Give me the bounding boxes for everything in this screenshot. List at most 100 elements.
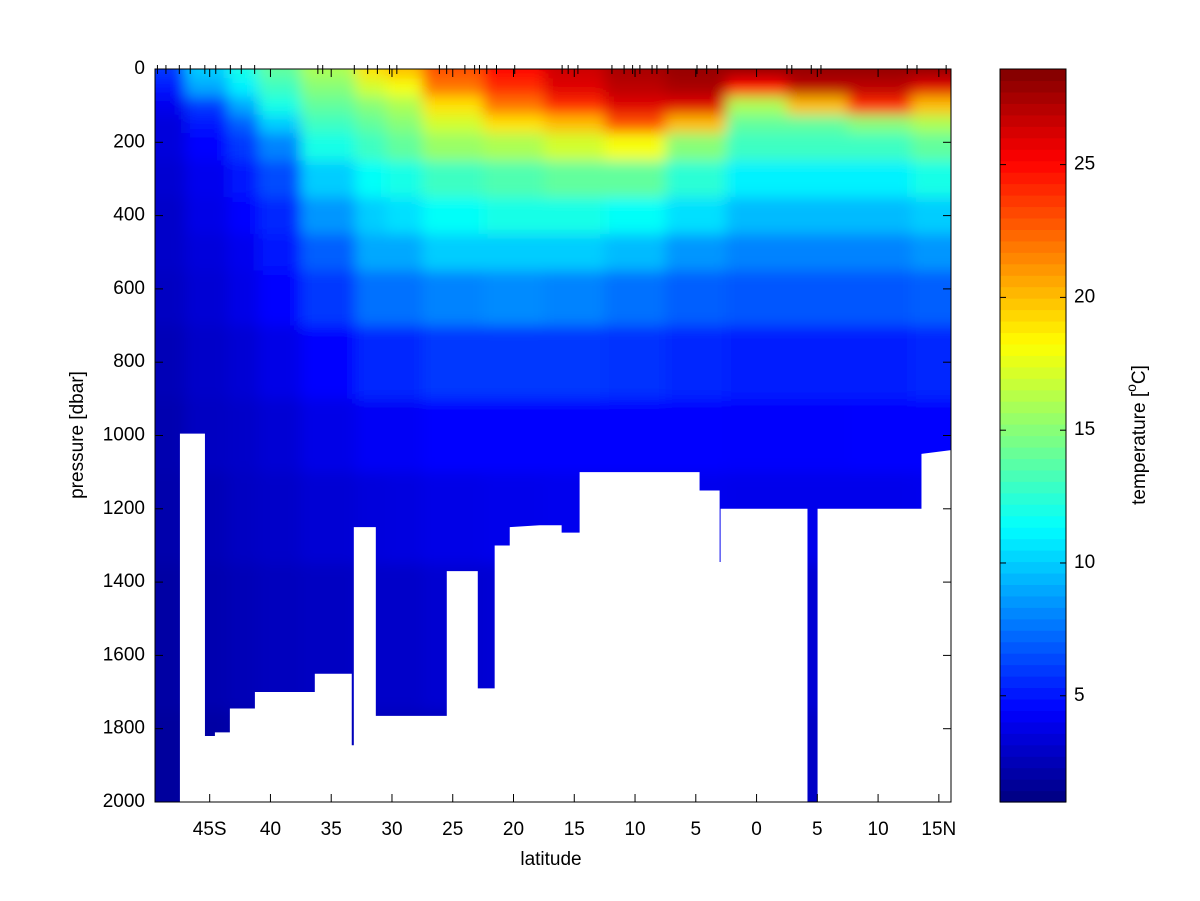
field-cell [665, 325, 727, 400]
field-cell [911, 160, 951, 198]
field-cell [185, 325, 229, 400]
field-cell [300, 325, 357, 400]
field-cell [227, 325, 259, 400]
colorbar-segment [1000, 561, 1066, 574]
field-cell [483, 96, 545, 116]
colorbar-segment [1000, 183, 1066, 196]
y-tick-label: 400 [113, 205, 145, 226]
field-cell [185, 233, 229, 272]
field-cell [300, 233, 357, 272]
field-cell [911, 78, 951, 97]
field-cell [258, 472, 302, 565]
field-cell [847, 133, 913, 162]
field-cell [786, 233, 849, 272]
colorbar-segment [1000, 458, 1066, 471]
colorbar-box [999, 68, 1067, 803]
field-cell [155, 233, 186, 272]
field-cell [300, 114, 357, 134]
x-tick-label: 35 [321, 819, 342, 840]
colorbar-segment [1000, 80, 1066, 93]
field-cell [300, 160, 357, 198]
field-cell [847, 78, 913, 97]
colorbar-segment [1000, 114, 1066, 127]
field-cell [726, 233, 788, 272]
label-part: C] [1129, 365, 1150, 384]
field-cell [665, 114, 727, 134]
field-cell [847, 233, 913, 272]
field-cell [300, 270, 357, 327]
field-cell [483, 160, 545, 198]
field-cell [847, 114, 913, 134]
y-axis-label: pressure [dbar] [67, 371, 88, 499]
field-cell [726, 114, 788, 134]
colorbar-tick-label: 5 [1074, 685, 1085, 706]
colorbar-segment [1000, 435, 1066, 448]
field-cell [185, 96, 229, 116]
field-cell [786, 114, 849, 134]
field-cell [665, 160, 727, 198]
x-tick-label: 20 [503, 819, 524, 840]
colorbar-segment [1000, 240, 1066, 253]
colorbar-segment [1000, 527, 1066, 540]
field-cell [422, 78, 484, 97]
field-cell [258, 563, 302, 711]
colorbar-segment [1000, 584, 1066, 597]
field-cell [604, 398, 666, 473]
colorbar-segment [1000, 378, 1066, 391]
colorbar-segment [1000, 550, 1066, 563]
field-cell [300, 133, 357, 162]
field-cell [665, 270, 727, 327]
field-cell [227, 233, 259, 272]
field-cell [543, 96, 606, 116]
overlay: 45S 40 35 30 25 20 15 10 5 0 5 10 15N 0 200 400 600 800 10… [103, 58, 1095, 840]
field-cell [258, 270, 302, 327]
field-cell [355, 160, 387, 198]
field-cell [355, 69, 387, 79]
field-cell [786, 78, 849, 97]
field-cell [543, 114, 606, 134]
field-cell [385, 233, 423, 272]
field-cell [911, 114, 951, 134]
field-cell [847, 197, 913, 235]
field-cell [483, 197, 545, 235]
field-cell [847, 96, 913, 116]
field-cell [422, 197, 484, 235]
field-cell [258, 325, 302, 400]
label-superscript: o [1123, 384, 1139, 392]
colorbar-segment [1000, 653, 1066, 666]
colorbar-segment [1000, 676, 1066, 689]
field-cell [258, 96, 302, 116]
field-cell [726, 160, 788, 198]
seafloor [179, 433, 951, 802]
colorbar-segment [1000, 103, 1066, 116]
field-cell [300, 78, 357, 97]
colorbar-segment [1000, 641, 1066, 654]
field-cell [300, 197, 357, 235]
field-cell [604, 160, 666, 198]
colorbar-segment [1000, 263, 1066, 276]
colorbar-segment [1000, 286, 1066, 299]
colorbar-segment [1000, 355, 1066, 368]
field-cell [422, 270, 484, 327]
colorbar-segment [1000, 320, 1066, 334]
colorbar-segment [1000, 401, 1066, 414]
field-cell [155, 270, 186, 327]
colorbar-tick-label: 10 [1074, 552, 1095, 573]
field-cell [258, 233, 302, 272]
colorbar-segment [1000, 469, 1066, 482]
colorbar-segment [1000, 607, 1066, 620]
y-tick-label: 1600 [103, 644, 145, 665]
field-cell [665, 233, 727, 272]
field-cell [185, 133, 229, 162]
colorbar-segment [1000, 424, 1066, 437]
field-cell [385, 160, 423, 198]
field-cell [543, 197, 606, 235]
field-cell [483, 114, 545, 134]
colorbar-segment [1000, 343, 1066, 356]
colorbar-segment [1000, 149, 1066, 162]
colorbar-segment [1000, 481, 1066, 494]
x-tick-label: 15N [921, 819, 956, 840]
field-cell [483, 270, 545, 327]
field-cell [258, 78, 302, 97]
